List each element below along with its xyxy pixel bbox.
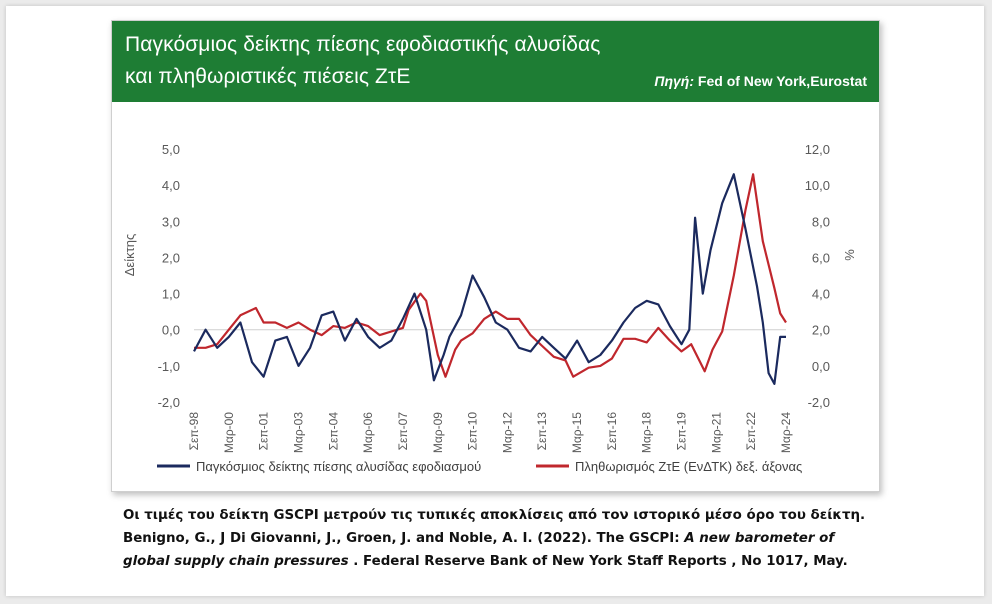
chart-title-line2: και πληθωριστικές πιέσεις ΖτΕ bbox=[125, 65, 411, 88]
x-tick-label: Σεπ-04 bbox=[326, 412, 340, 451]
left-tick-label: 0,0 bbox=[162, 323, 180, 338]
x-tick-label: Σεπ-98 bbox=[187, 412, 201, 451]
x-tick-label: Σεπ-22 bbox=[744, 412, 758, 451]
line-chart: 5,0 4,0 3,0 2,0 1,0 0,0 -1,0 -2,0 12,0 10,0 8,0 6,… bbox=[122, 142, 857, 474]
left-tick-label: 5,0 bbox=[162, 142, 180, 157]
x-tick-label: Σεπ-10 bbox=[466, 412, 480, 451]
right-tick-label: 0,0 bbox=[812, 359, 830, 374]
right-tick-label: 4,0 bbox=[812, 287, 830, 302]
footnote-citation: Benigno, G., J Di Giovanni, J., Groen, J… bbox=[123, 531, 685, 546]
right-tick-label: 6,0 bbox=[812, 250, 830, 265]
right-tick-label: 2,0 bbox=[812, 323, 830, 338]
x-tick-label: Σεπ-19 bbox=[675, 412, 689, 451]
footnote-line1: Οι τιμές του δείκτη GSCPI μετρούν τις τυ… bbox=[123, 508, 866, 523]
x-tick-label: Μαρ-09 bbox=[431, 412, 445, 453]
x-axis: Σεπ-98 Μαρ-00 Σεπ-01 Μαρ-03 Σεπ-04 Μαρ-06 Σεπ-… bbox=[187, 412, 793, 453]
right-tick-label: 10,0 bbox=[805, 178, 830, 193]
x-tick-label: Μαρ-06 bbox=[361, 412, 375, 453]
right-axis: 12,0 10,0 8,0 6,0 4,0 2,0 0,0 -2,0 bbox=[805, 142, 830, 410]
source-text: Fed of New York,Eurostat bbox=[694, 73, 867, 89]
footnote-report: . Federal Reserve Bank of New York Staff… bbox=[348, 554, 848, 569]
series-line-inflation bbox=[194, 173, 787, 378]
legend-label-inflation: Πληθωρισμός ΖτΕ (ΕνΔΤΚ) δεξ. άξονας bbox=[575, 459, 802, 474]
source-label: Πηγή: bbox=[654, 73, 695, 89]
x-tick-label: Σεπ-13 bbox=[535, 412, 549, 451]
chart-header: Παγκόσμιος δείκτης πίεσης εφοδιαστικής α… bbox=[112, 21, 879, 102]
chart-title-line1: Παγκόσμιος δείκτης πίεσης εφοδιαστικής α… bbox=[125, 33, 601, 56]
x-tick-label: Σεπ-01 bbox=[257, 412, 271, 451]
x-tick-label: Μαρ-24 bbox=[779, 412, 793, 453]
series-line-gscpi bbox=[193, 173, 786, 385]
x-tick-label: Μαρ-21 bbox=[709, 412, 723, 453]
footnote-paper-title-a: A new barometer of bbox=[684, 531, 835, 546]
left-tick-label: 2,0 bbox=[162, 250, 180, 265]
legend: Παγκόσμιος δείκτης πίεσης αλυσίδας εφοδι… bbox=[157, 459, 802, 474]
left-axis: 5,0 4,0 3,0 2,0 1,0 0,0 -1,0 -2,0 bbox=[158, 142, 180, 410]
footnote-line3: global supply chain pressures . Federal … bbox=[123, 550, 883, 573]
chart-panel: Παγκόσμιος δείκτης πίεσης εφοδιαστικής α… bbox=[111, 20, 880, 492]
right-tick-label: 8,0 bbox=[812, 214, 830, 229]
source-note: Πηγή: Fed of New York,Eurostat bbox=[654, 73, 867, 89]
x-tick-label: Σεπ-07 bbox=[396, 412, 410, 451]
right-tick-label: 12,0 bbox=[805, 142, 830, 157]
left-tick-label: 4,0 bbox=[162, 178, 180, 193]
left-tick-label: -1,0 bbox=[158, 359, 180, 374]
footnote: Οι τιμές του δείκτη GSCPI μετρούν τις τυ… bbox=[123, 504, 883, 573]
footnote-paper-title-b: global supply chain pressures bbox=[123, 554, 349, 569]
right-axis-label: % bbox=[842, 249, 857, 261]
x-tick-label: Μαρ-00 bbox=[222, 412, 236, 453]
left-axis-label: Δείκτης bbox=[122, 234, 137, 277]
left-tick-label: 3,0 bbox=[162, 214, 180, 229]
x-tick-label: Μαρ-03 bbox=[291, 412, 305, 453]
x-tick-label: Μαρ-18 bbox=[640, 412, 654, 453]
x-tick-label: Σεπ-16 bbox=[605, 412, 619, 451]
right-tick-label: -2,0 bbox=[808, 395, 830, 410]
x-tick-label: Μαρ-15 bbox=[570, 412, 584, 453]
legend-label-gscpi: Παγκόσμιος δείκτης πίεσης αλυσίδας εφοδι… bbox=[196, 459, 481, 474]
x-tick-label: Μαρ-12 bbox=[500, 412, 514, 453]
left-tick-label: -2,0 bbox=[158, 395, 180, 410]
footnote-line2: Benigno, G., J Di Giovanni, J., Groen, J… bbox=[123, 527, 883, 550]
left-tick-label: 1,0 bbox=[162, 287, 180, 302]
